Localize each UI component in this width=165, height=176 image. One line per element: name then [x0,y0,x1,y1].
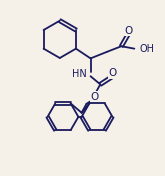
Text: HN: HN [72,69,86,79]
Text: OH: OH [139,44,154,54]
Text: O: O [108,68,116,78]
Text: O: O [125,26,133,36]
Text: O: O [90,92,99,102]
